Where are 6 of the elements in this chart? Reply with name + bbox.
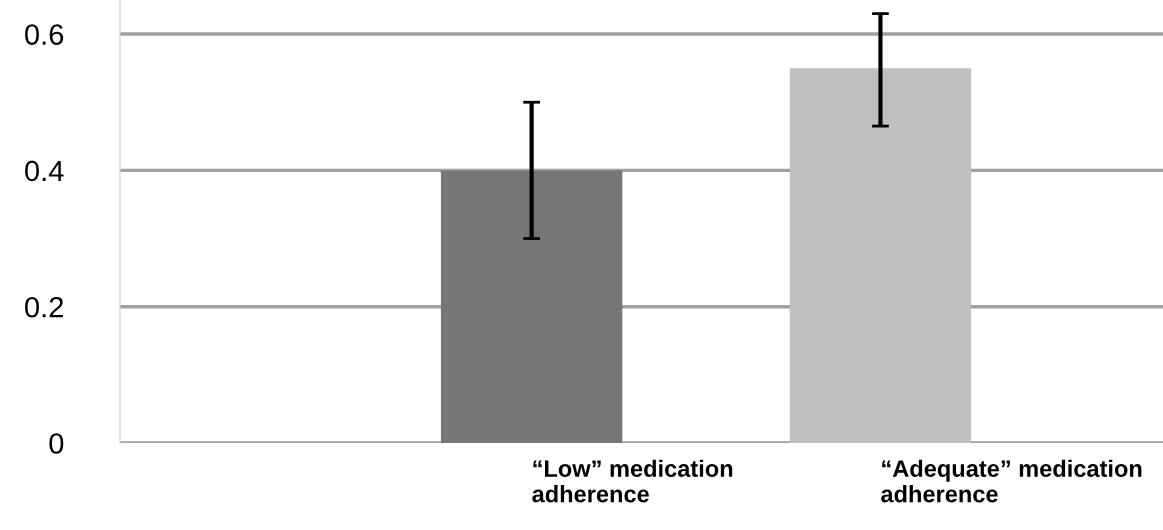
y-tick-label: 0 (49, 433, 64, 454)
x-tick-label: “Low” medication adherence (532, 459, 733, 503)
y-tick-label: 0.6 (25, 24, 64, 45)
x-tick-label: “Adequate” medication adherence (881, 459, 1142, 503)
y-tick-label: 0.4 (25, 160, 64, 182)
y-tick-label: 0.2 (25, 296, 63, 318)
